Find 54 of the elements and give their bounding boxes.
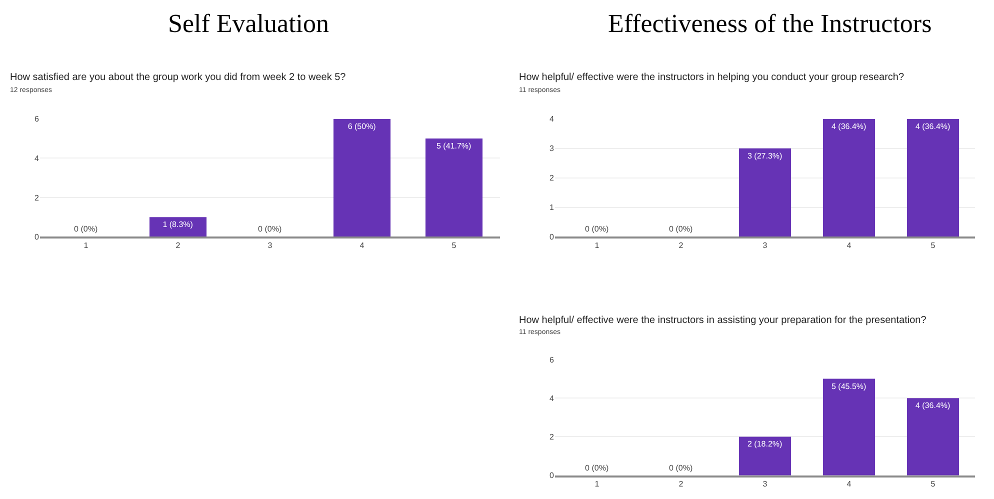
bar	[738, 436, 792, 476]
data-label: 0 (0%)	[669, 463, 693, 472]
x-tick-label: 2	[176, 241, 181, 250]
data-label: 5 (41.7%)	[436, 142, 472, 151]
data-label: 3 (27.3%)	[747, 151, 783, 160]
y-tick-label: 2	[550, 432, 555, 442]
data-label: 4 (36.4%)	[915, 401, 951, 410]
x-tick-label: 4	[846, 480, 852, 489]
y-tick-label: 0	[550, 471, 555, 480]
x-tick-label: 2	[678, 480, 684, 489]
x-tick-label: 4	[360, 241, 365, 250]
data-label: 4 (36.4%)	[915, 122, 951, 131]
x-tick-label: 2	[678, 241, 684, 250]
x-tick-label: 1	[594, 480, 600, 489]
bar	[425, 138, 483, 237]
data-label: 2 (18.2%)	[747, 440, 783, 449]
data-label: 0 (0%)	[258, 224, 282, 234]
bar	[149, 217, 207, 237]
data-label: 0 (0%)	[585, 224, 609, 234]
chart-subtitle: How helpful/ effective were the instructors in helping you conduct your group research?	[519, 72, 904, 83]
x-tick-label: 4	[846, 241, 852, 250]
chart-title: Effectiveness of the Instructors	[608, 9, 932, 38]
data-label: 0 (0%)	[669, 224, 693, 234]
chart-subtitle: How satisfied are you about the group work you did from week 2 to week 5?	[10, 72, 346, 83]
data-label: 0 (0%)	[74, 224, 98, 234]
x-tick-label: 5	[930, 480, 936, 489]
y-tick-label: 6	[550, 355, 555, 364]
y-tick-label: 0	[550, 232, 555, 242]
y-tick-label: 1	[550, 203, 555, 212]
y-tick-label: 2	[550, 174, 555, 183]
data-label: 0 (0%)	[585, 463, 609, 472]
x-tick-label: 1	[84, 241, 89, 250]
chart-title: Self Evaluation	[168, 9, 330, 38]
x-tick-label: 5	[930, 241, 936, 250]
data-label: 4 (36.4%)	[831, 122, 867, 131]
bar	[906, 398, 960, 476]
bar	[822, 378, 876, 476]
x-tick-label: 3	[762, 241, 768, 250]
x-tick-label: 3	[762, 480, 768, 489]
x-tick-label: 5	[452, 241, 457, 250]
y-tick-label: 6	[34, 114, 40, 124]
y-tick-label: 4	[550, 394, 555, 403]
bar	[333, 118, 391, 237]
data-label: 6 (50%)	[348, 122, 376, 131]
y-tick-label: 0	[34, 232, 40, 242]
y-tick-label: 4	[34, 154, 40, 163]
y-tick-label: 2	[34, 193, 40, 202]
data-label: 1 (8.3%)	[162, 220, 194, 230]
x-tick-label: 1	[594, 241, 600, 250]
y-tick-label: 3	[550, 144, 555, 154]
x-tick-label: 3	[268, 241, 273, 250]
chart-subtitle: How helpful/ effective were the instructors in assisting your preparation for the presentation?	[519, 315, 927, 326]
data-label: 5 (45.5%)	[831, 382, 867, 391]
y-tick-label: 4	[550, 114, 555, 124]
